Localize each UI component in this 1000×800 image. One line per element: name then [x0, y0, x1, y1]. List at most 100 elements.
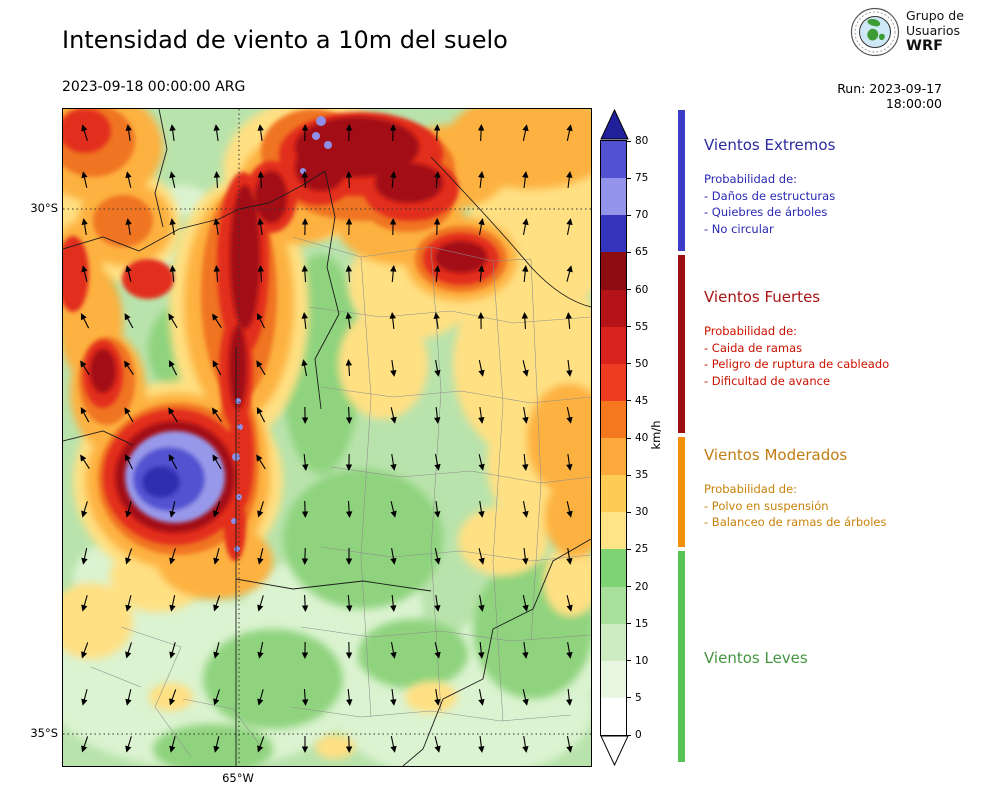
wind-arrow: [390, 171, 397, 189]
legend-section: Vientos Extremos Probabilidad de: - Daños …: [704, 136, 974, 237]
wind-arrow: [389, 218, 397, 236]
wind-arrow: [389, 312, 396, 330]
colorbar-segment: [601, 660, 626, 698]
wind-arrow: [522, 218, 529, 235]
legend-item: - Peligro de ruptura de cableado: [704, 357, 890, 371]
wind-arrow: [566, 265, 573, 282]
colorbar-tick-mark: [627, 660, 631, 662]
wind-arrow: [125, 595, 132, 612]
wind-arrow: [522, 501, 529, 518]
valid-time-label: 2023-09-18 00:00:00 ARG: [62, 79, 246, 95]
wind-arrow: [213, 689, 220, 706]
colorbar: [600, 140, 627, 736]
wind-arrow: [566, 218, 573, 235]
colorbar-tick-mark: [627, 548, 631, 550]
legend-section: Vientos Fuertes Probabilidad de: - Caida d…: [704, 288, 974, 389]
wind-arrow: [301, 594, 309, 612]
wind-arrow: [169, 736, 176, 753]
wind-arrow: [433, 218, 441, 236]
colorbar-under-arrow: [600, 736, 629, 766]
map-frame: [33, 92, 616, 779]
colorbar-segment: [601, 326, 626, 364]
wind-arrow: [169, 171, 176, 188]
legend-section-title: Vientos Leves: [704, 649, 808, 667]
wind-arrow: [522, 124, 529, 141]
colorbar-tick-mark: [627, 140, 631, 142]
wind-arrow: [566, 454, 573, 471]
wind-arrow: [301, 312, 308, 330]
colorbar-segment: [601, 512, 626, 550]
graticule: [63, 109, 591, 766]
colorbar-tick-label: 0: [635, 729, 642, 741]
wind-arrow: [169, 689, 177, 706]
colorbar-tick-mark: [627, 586, 631, 587]
legend-strip-4: [678, 551, 685, 762]
wind-arrow: [81, 689, 88, 706]
wind-arrow: [390, 594, 397, 612]
wind-arrow: [81, 595, 88, 612]
wind-arrow: [434, 689, 441, 706]
wind-arrow: [522, 689, 529, 706]
wind-arrow: [345, 265, 353, 283]
wind-arrow: [566, 359, 573, 377]
wind-arrow: [345, 406, 353, 424]
wind-arrow: [434, 406, 441, 424]
logo-line-2: Usuarios: [906, 23, 961, 39]
wind-arrow: [81, 124, 88, 141]
wind-arrow: [213, 265, 220, 283]
wind-arrow: [566, 124, 573, 141]
legend-item: - Balanceo de ramas de árboles: [704, 515, 887, 529]
colorbar-segment: [601, 697, 626, 735]
wind-arrow: [125, 548, 133, 565]
wind-arrow: [346, 594, 353, 612]
wind-arrow: [434, 642, 441, 659]
wind-arrow: [169, 265, 176, 283]
colorbar-segment: [601, 363, 626, 401]
wind-arrow: [80, 312, 90, 329]
wind-arrow: [257, 736, 265, 753]
wind-arrow: [81, 736, 89, 753]
wind-arrow: [434, 500, 441, 518]
wind-arrow: [390, 501, 397, 518]
colorbar-segment: [601, 141, 626, 179]
wind-arrow: [213, 736, 220, 753]
wind-arrow: [301, 641, 309, 659]
wind-arrow: [301, 406, 309, 424]
logo-line-1: Grupo de: [906, 8, 964, 24]
legend-strip-3: [678, 437, 685, 547]
wind-arrow: [301, 500, 309, 518]
wind-arrow: [566, 501, 573, 518]
wind-arrow: [212, 313, 222, 329]
wind-arrow: [211, 407, 222, 422]
colorbar-tick-label: 35: [635, 469, 649, 482]
colorbar-tick-label: 40: [635, 432, 649, 444]
wind-arrow: [345, 124, 353, 142]
wind-arrow: [257, 689, 264, 706]
wind-arrow: [124, 313, 134, 329]
colorbar-segment: [601, 438, 626, 476]
legend-section-title: Vientos Moderados: [704, 446, 848, 464]
wind-arrow: [478, 265, 485, 283]
colorbar-unit-label: km/h: [649, 420, 663, 450]
wind-arrow: [81, 501, 88, 518]
colorbar-tick-mark: [627, 177, 631, 179]
wind-arrow: [169, 595, 176, 612]
wind-arrow: [478, 735, 485, 753]
wind-arrow: [390, 454, 397, 471]
wind-arrow: [168, 407, 178, 423]
wind-arrow: [301, 359, 308, 376]
colorbar-tick-label: 55: [635, 320, 649, 333]
wind-arrow: [124, 407, 134, 423]
wind-arrow: [521, 312, 529, 330]
wind-arrow: [257, 171, 265, 189]
colorbar-tick-label: 45: [635, 394, 649, 407]
wind-arrow: [390, 265, 397, 283]
wind-arrow: [125, 501, 132, 518]
wind-arrow: [345, 548, 353, 565]
wind-arrow: [301, 736, 309, 753]
wind-arrow: [125, 124, 132, 142]
wind-arrow: [81, 642, 89, 659]
wind-arrow: [478, 501, 485, 518]
wind-arrow: [212, 360, 222, 376]
colorbar-tick-label: 70: [635, 209, 649, 222]
